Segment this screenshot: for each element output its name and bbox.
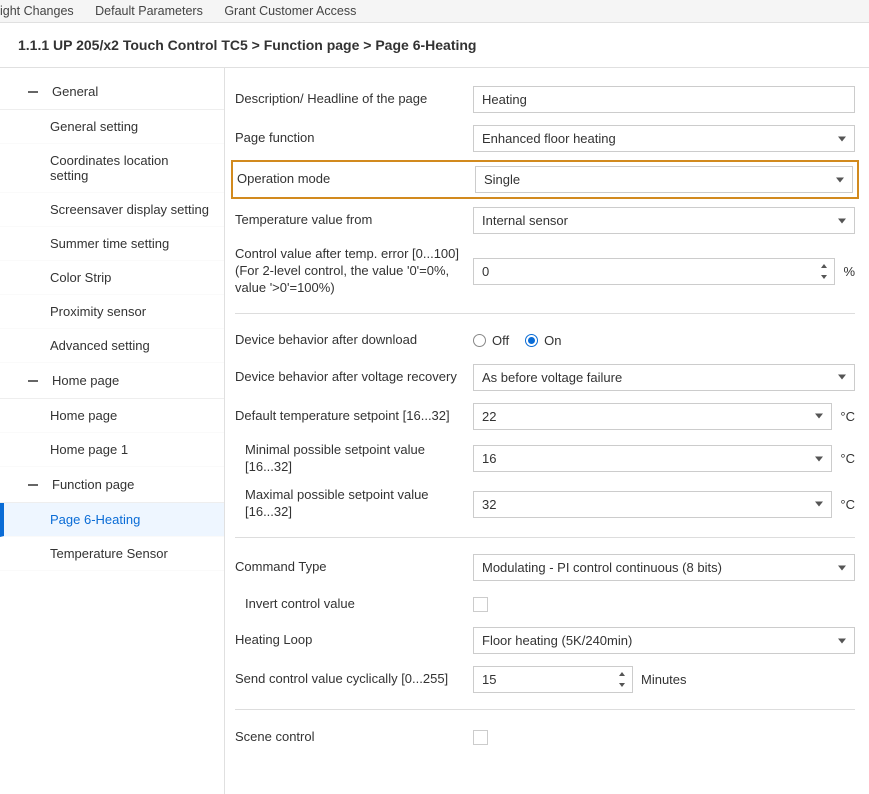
- dropdown-page-function[interactable]: Enhanced floor heating: [473, 125, 855, 152]
- spinner-control-value-error[interactable]: 0: [473, 258, 835, 285]
- dropdown-default-setpoint[interactable]: 22: [473, 403, 832, 430]
- sidebar-item-advanced[interactable]: Advanced setting: [0, 329, 224, 363]
- label-temp-from: Temperature value from: [235, 212, 473, 229]
- label-scene-control: Scene control: [235, 729, 473, 746]
- breadcrumb: 1.1.1 UP 205/x2 Touch Control TC5 > Func…: [0, 23, 869, 68]
- dropdown-operation-mode[interactable]: Single: [475, 166, 853, 193]
- content-panel: Description/ Headline of the page Page f…: [225, 68, 869, 794]
- sidebar-item-home-page[interactable]: Home page: [0, 399, 224, 433]
- label-operation-mode: Operation mode: [237, 171, 475, 188]
- sidebar-group-label: Function page: [52, 477, 134, 492]
- sidebar-item-coordinates[interactable]: Coordinates location setting: [0, 144, 224, 193]
- unit-celsius: °C: [840, 497, 855, 512]
- spin-down-icon[interactable]: [815, 271, 833, 283]
- menu-item-default-params[interactable]: Default Parameters: [95, 4, 203, 18]
- sidebar-group-label: General: [52, 84, 98, 99]
- label-behavior-download: Device behavior after download: [235, 332, 473, 349]
- sidebar-group-general[interactable]: General: [0, 74, 224, 110]
- radio-label: On: [544, 333, 561, 348]
- checkbox-invert-control[interactable]: [473, 597, 488, 612]
- top-menu: ight Changes Default Parameters Grant Cu…: [0, 0, 869, 23]
- sidebar-item-home-page-1[interactable]: Home page 1: [0, 433, 224, 467]
- sidebar: General General setting Coordinates loca…: [0, 68, 225, 794]
- unit-minutes: Minutes: [641, 672, 687, 687]
- sidebar-item-summer-time[interactable]: Summer time setting: [0, 227, 224, 261]
- menu-item-changes[interactable]: ight Changes: [0, 4, 74, 18]
- label-default-setpoint: Default temperature setpoint [16...32]: [235, 408, 473, 425]
- divider: [235, 313, 855, 314]
- dropdown-min-setpoint[interactable]: 16: [473, 445, 832, 472]
- unit-celsius: °C: [840, 409, 855, 424]
- dropdown-heating-loop[interactable]: Floor heating (5K/240min): [473, 627, 855, 654]
- dropdown-temp-from[interactable]: Internal sensor: [473, 207, 855, 234]
- label-invert-control: Invert control value: [235, 596, 473, 613]
- sidebar-group-label: Home page: [52, 373, 119, 388]
- radio-group-behavior-download: Off On: [473, 333, 561, 348]
- label-behavior-recovery: Device behavior after voltage recovery: [235, 369, 473, 386]
- radio-off[interactable]: Off: [473, 333, 509, 348]
- dropdown-max-setpoint[interactable]: 32: [473, 491, 832, 518]
- sidebar-item-page6-heating[interactable]: Page 6-Heating: [0, 503, 224, 537]
- spin-up-icon[interactable]: [613, 668, 631, 680]
- row-operation-mode-highlight: Operation mode Single: [231, 160, 859, 199]
- label-command-type: Command Type: [235, 559, 473, 576]
- dropdown-behavior-recovery[interactable]: As before voltage failure: [473, 364, 855, 391]
- label-min-setpoint: Minimal possible setpoint value [16...32…: [235, 442, 473, 476]
- input-description[interactable]: [473, 86, 855, 113]
- radio-on[interactable]: On: [525, 333, 561, 348]
- label-page-function: Page function: [235, 130, 473, 147]
- sidebar-item-screensaver[interactable]: Screensaver display setting: [0, 193, 224, 227]
- radio-dot-icon: [525, 334, 538, 347]
- radio-dot-icon: [473, 334, 486, 347]
- spinner-send-cyclic[interactable]: 15: [473, 666, 633, 693]
- unit-percent: %: [843, 264, 855, 279]
- spin-up-icon[interactable]: [815, 260, 833, 272]
- menu-item-grant-access[interactable]: Grant Customer Access: [224, 4, 356, 18]
- sidebar-item-proximity[interactable]: Proximity sensor: [0, 295, 224, 329]
- label-max-setpoint: Maximal possible setpoint value [16...32…: [235, 487, 473, 521]
- sidebar-item-general-setting[interactable]: General setting: [0, 110, 224, 144]
- collapse-icon: [28, 380, 38, 382]
- label-send-cyclic: Send control value cyclically [0...255]: [235, 671, 473, 688]
- sidebar-item-temperature-sensor[interactable]: Temperature Sensor: [0, 537, 224, 571]
- unit-celsius: °C: [840, 451, 855, 466]
- dropdown-command-type[interactable]: Modulating - PI control continuous (8 bi…: [473, 554, 855, 581]
- divider: [235, 709, 855, 710]
- collapse-icon: [28, 91, 38, 93]
- radio-label: Off: [492, 333, 509, 348]
- divider: [235, 537, 855, 538]
- spinner-value: 0: [482, 264, 489, 279]
- sidebar-group-home[interactable]: Home page: [0, 363, 224, 399]
- spinner-value: 15: [482, 672, 496, 687]
- label-heating-loop: Heating Loop: [235, 632, 473, 649]
- label-description: Description/ Headline of the page: [235, 91, 473, 108]
- spin-down-icon[interactable]: [613, 680, 631, 692]
- sidebar-group-function[interactable]: Function page: [0, 467, 224, 503]
- sidebar-item-color-strip[interactable]: Color Strip: [0, 261, 224, 295]
- collapse-icon: [28, 484, 38, 486]
- checkbox-scene-control[interactable]: [473, 730, 488, 745]
- label-control-value-error: Control value after temp. error [0...100…: [235, 246, 473, 297]
